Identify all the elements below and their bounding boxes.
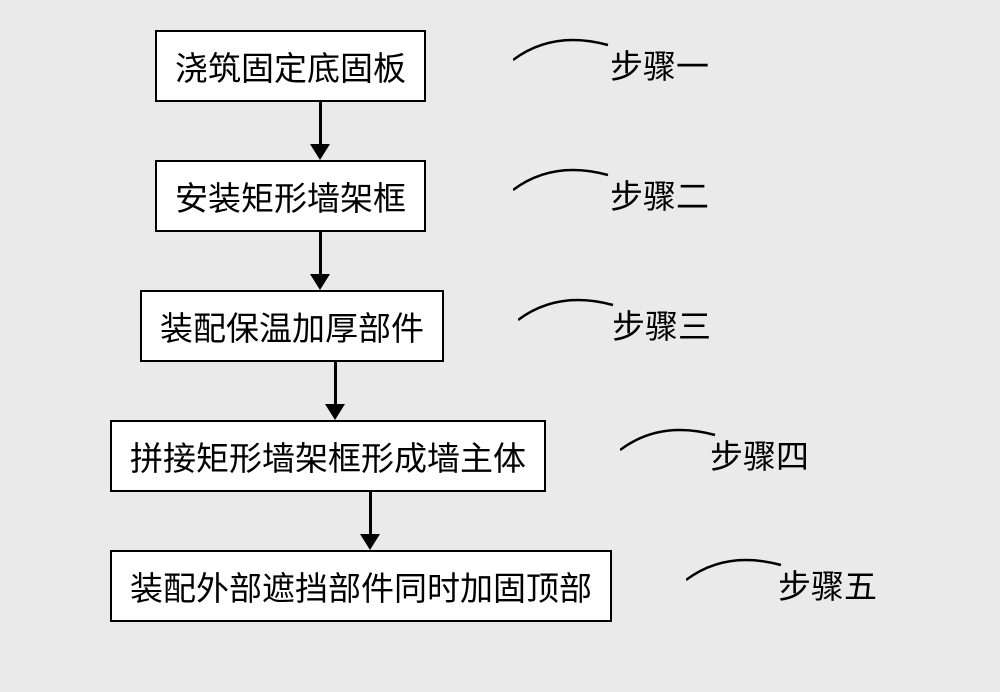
node-text: 装配外部遮挡部件同时加固顶部 [130, 572, 592, 608]
node-text: 拼接矩形墙架框形成墙主体 [130, 442, 526, 478]
connector-curve-3 [518, 285, 618, 335]
arrow-4 [360, 492, 380, 550]
flow-row-1: 浇筑固定底固板 步骤一 [155, 30, 426, 102]
connector-curve-4 [620, 415, 720, 465]
flow-row-2: 安装矩形墙架框 步骤二 [155, 160, 426, 232]
connector-curve-1 [513, 25, 613, 75]
node-text: 浇筑固定底固板 [175, 52, 406, 88]
step-label-4: 步骤四 [710, 430, 809, 478]
flow-row-4: 拼接矩形墙架框形成墙主体 步骤四 [110, 420, 546, 492]
flow-node-3: 装配保温加厚部件 [140, 290, 444, 362]
step-label-2: 步骤二 [610, 170, 709, 218]
node-text: 安装矩形墙架框 [175, 182, 406, 218]
connector-curve-5 [686, 545, 786, 595]
flow-node-2: 安装矩形墙架框 [155, 160, 426, 232]
arrow-3 [325, 362, 345, 420]
flow-node-1: 浇筑固定底固板 [155, 30, 426, 102]
flowchart-container: 浇筑固定底固板 步骤一 安装矩形墙架框 步骤二 装配保温加厚部件 步骤三 [110, 30, 612, 622]
arrow-1 [310, 102, 330, 160]
step-label-1: 步骤一 [610, 40, 709, 88]
connector-curve-2 [513, 155, 613, 205]
step-label-3: 步骤三 [612, 300, 711, 348]
arrow-2 [310, 232, 330, 290]
step-label-5: 步骤五 [778, 560, 877, 608]
node-text: 装配保温加厚部件 [160, 312, 424, 348]
flow-node-4: 拼接矩形墙架框形成墙主体 [110, 420, 546, 492]
flow-node-5: 装配外部遮挡部件同时加固顶部 [110, 550, 612, 622]
flow-row-5: 装配外部遮挡部件同时加固顶部 步骤五 [110, 550, 612, 622]
flow-row-3: 装配保温加厚部件 步骤三 [140, 290, 444, 362]
